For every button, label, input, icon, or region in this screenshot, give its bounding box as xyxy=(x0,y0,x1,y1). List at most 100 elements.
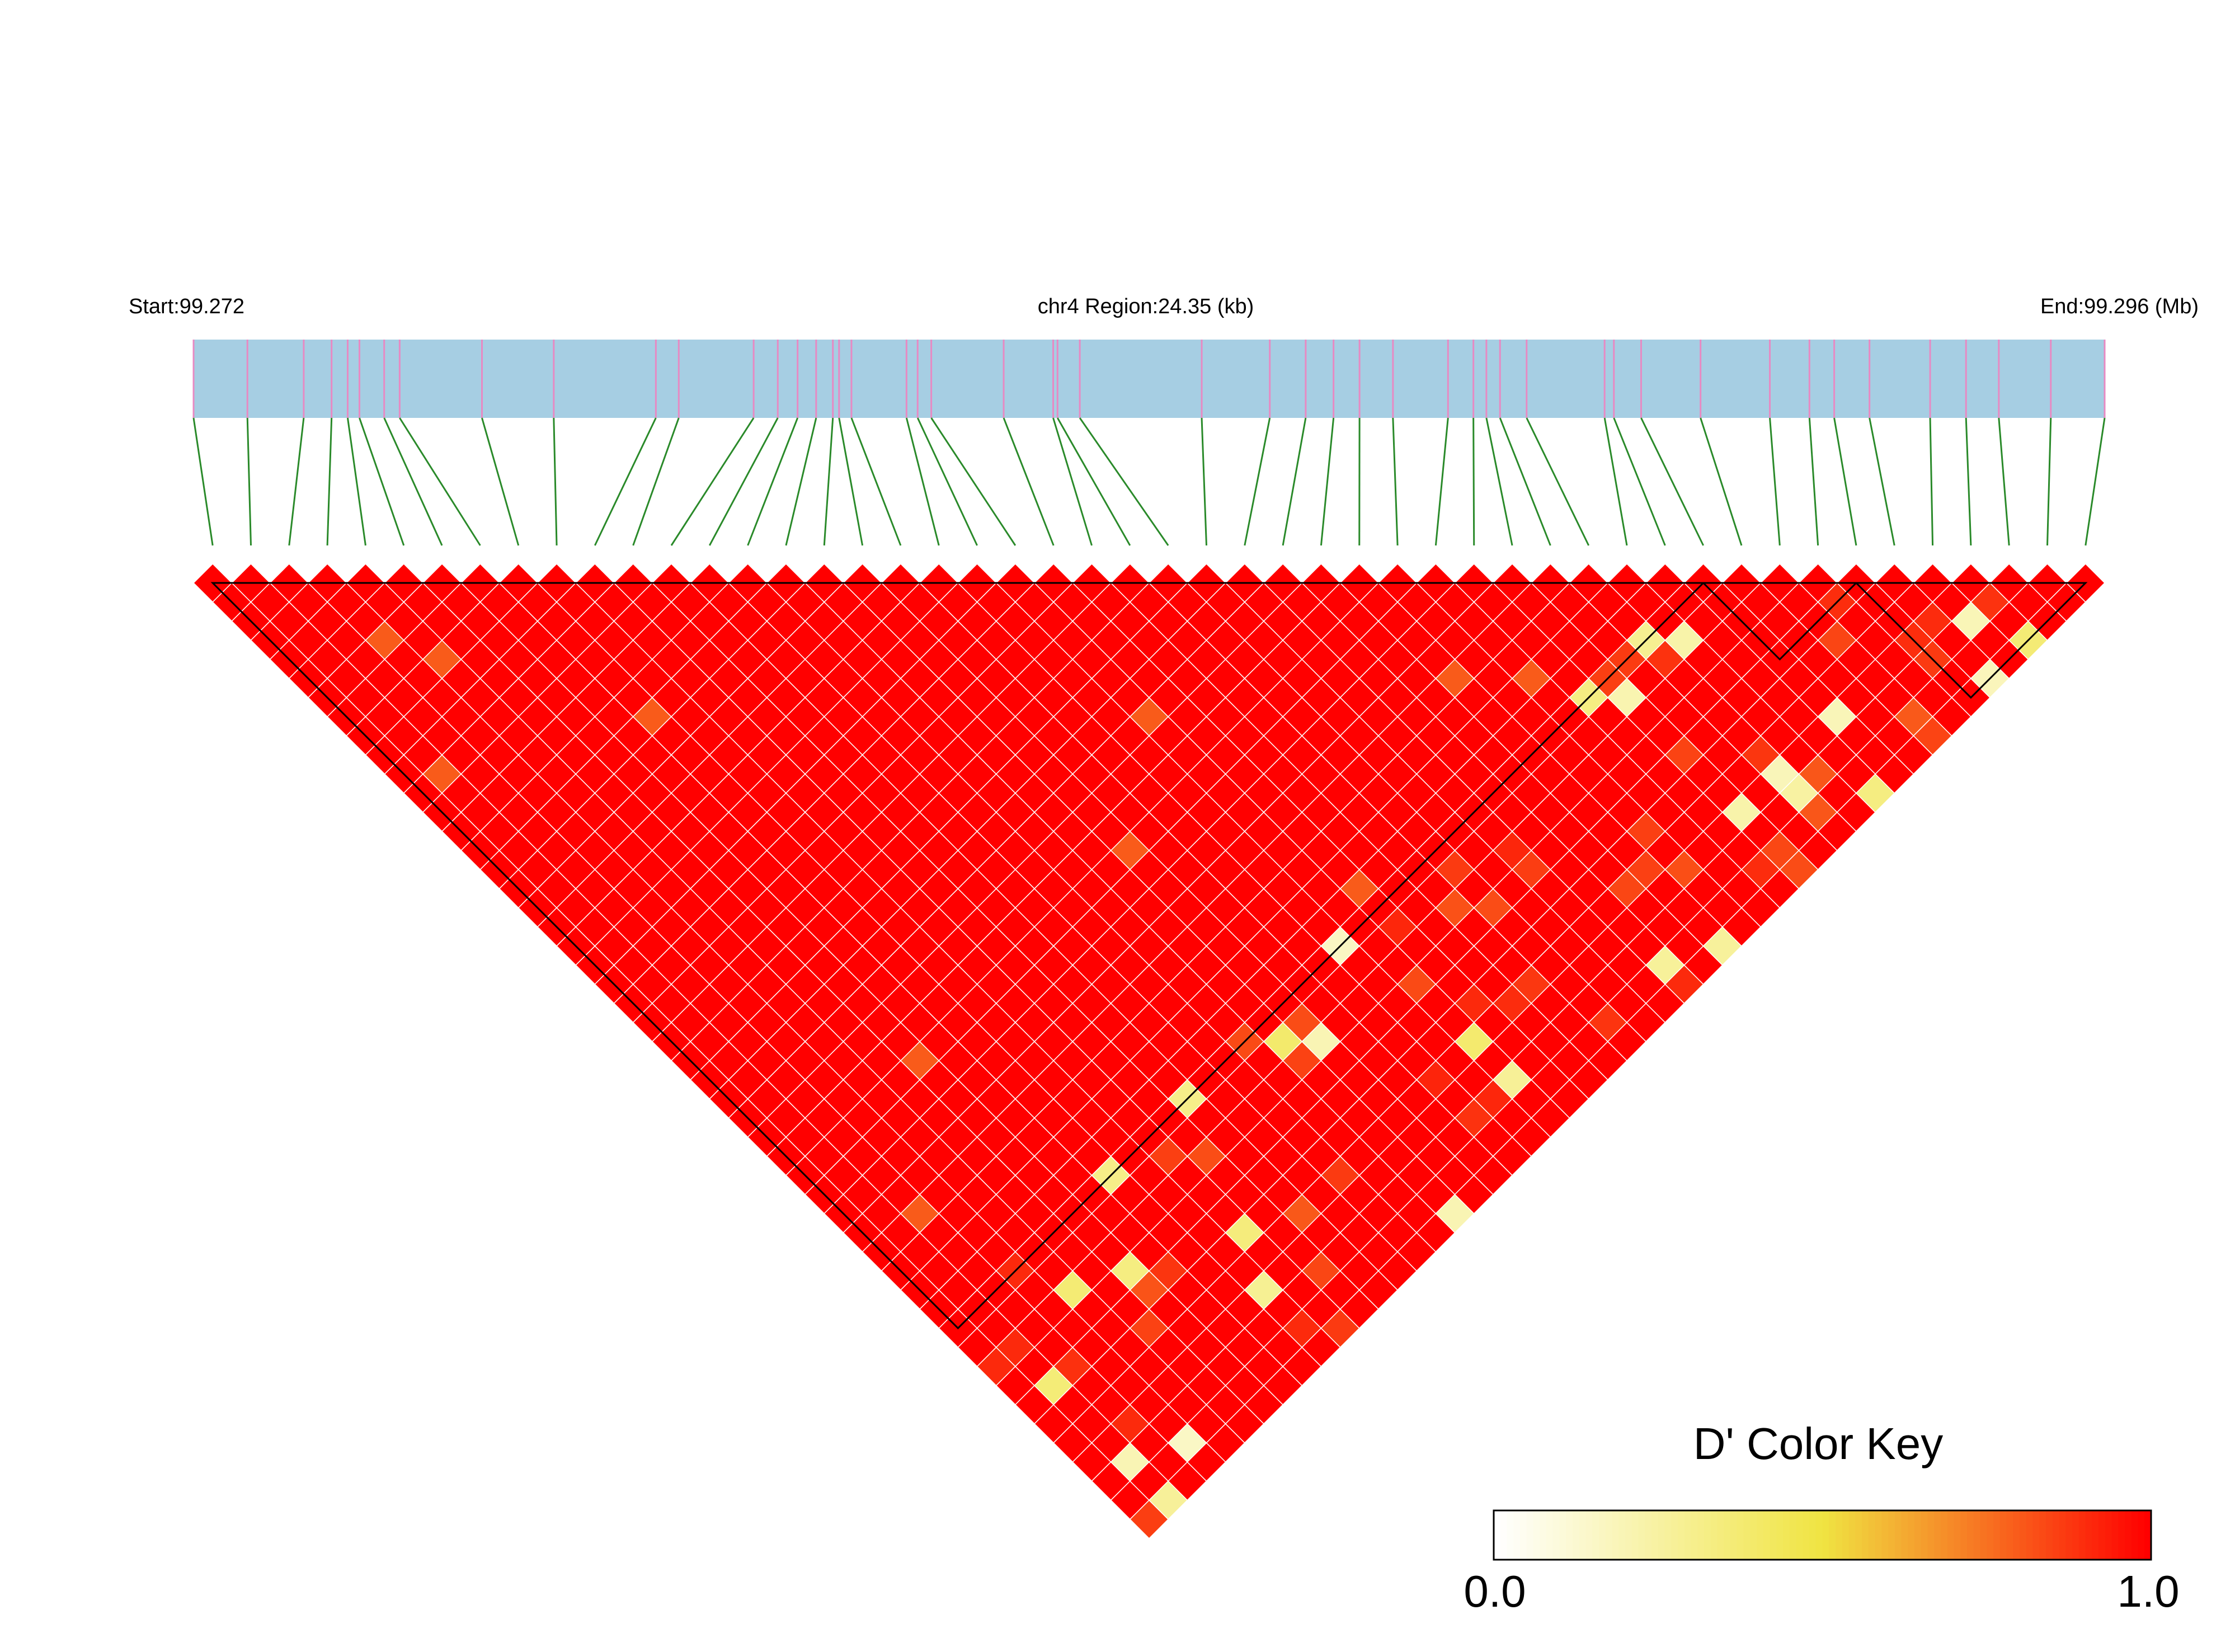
color-key-swatch xyxy=(1710,1510,1718,1560)
snp-connector xyxy=(850,417,902,546)
snp-connector xyxy=(1282,417,1307,546)
snp-connector xyxy=(916,417,978,546)
snp-connector xyxy=(823,417,834,546)
snp-connector xyxy=(1003,417,1055,546)
color-key-swatch xyxy=(1908,1510,1915,1560)
color-key-swatch xyxy=(1507,1510,1514,1560)
color-key-swatch xyxy=(1967,1510,1974,1560)
color-key-swatch xyxy=(1585,1510,1593,1560)
color-key-swatch xyxy=(1546,1510,1554,1560)
snp-connector xyxy=(1965,417,1972,546)
ld-block-outlines xyxy=(210,582,2088,1330)
color-key-swatch xyxy=(1579,1510,1587,1560)
color-key-swatch xyxy=(1730,1510,1738,1560)
color-key-swatch xyxy=(1901,1510,1909,1560)
snp-connector xyxy=(1052,417,1093,546)
chromosome-track xyxy=(194,340,2105,418)
color-key-swatch xyxy=(1836,1510,1843,1560)
color-key-swatch xyxy=(1888,1510,1895,1560)
color-key-swatch xyxy=(1803,1510,1810,1560)
color-key-swatch xyxy=(1494,1510,1501,1560)
color-key-swatch xyxy=(2013,1510,2020,1560)
color-key-swatch xyxy=(1980,1510,1988,1560)
color-key-swatch xyxy=(2085,1510,2093,1560)
snp-connector xyxy=(1808,417,1819,546)
snp-connector xyxy=(1392,417,1399,546)
color-key-swatch xyxy=(1973,1510,1981,1560)
color-key-swatch xyxy=(1848,1510,1856,1560)
snp-connector xyxy=(905,417,940,546)
color-key-swatch xyxy=(1822,1510,1830,1560)
color-key-swatch xyxy=(1704,1510,1711,1560)
color-key-swatch xyxy=(2092,1510,2099,1560)
color-key-swatch xyxy=(2039,1510,2046,1560)
snp-connector xyxy=(246,417,252,546)
snp-connector xyxy=(359,417,405,546)
snp-connector xyxy=(1700,417,1743,546)
color-key-swatch xyxy=(1592,1510,1599,1560)
color-key-swatch xyxy=(1842,1510,1850,1560)
color-key-swatch xyxy=(1658,1510,1665,1560)
snp-connector xyxy=(594,417,657,546)
color-key-swatch xyxy=(2026,1510,2034,1560)
snp-connector xyxy=(288,417,305,546)
snp-connector xyxy=(670,417,755,546)
color-key-swatch xyxy=(1954,1510,1961,1560)
color-key-swatch xyxy=(1750,1510,1757,1560)
color-key-swatch xyxy=(1894,1510,1902,1560)
color-key-swatch xyxy=(1829,1510,1836,1560)
color-key-swatch xyxy=(1724,1510,1731,1560)
ld-heatmap xyxy=(192,563,2106,1540)
color-key-swatch xyxy=(1664,1510,1672,1560)
color-key-swatch xyxy=(1612,1510,1620,1560)
color-key-swatch xyxy=(1737,1510,1744,1560)
color-key-swatch xyxy=(2105,1510,2112,1560)
color-key-min-label: 0.0 xyxy=(1464,1566,1526,1616)
snp-connector xyxy=(1929,417,1934,546)
snp-connector xyxy=(553,417,558,546)
color-key-swatch xyxy=(1540,1510,1547,1560)
color-key-swatch xyxy=(1763,1510,1771,1560)
snp-connector xyxy=(2085,417,2106,546)
color-key-swatch xyxy=(1526,1510,1534,1560)
color-key-swatch xyxy=(1533,1510,1541,1560)
snp-connector xyxy=(1079,417,1169,546)
color-key-swatch xyxy=(1914,1510,1922,1560)
color-key-swatch xyxy=(1605,1510,1613,1560)
color-key-swatch xyxy=(2006,1510,2014,1560)
snp-connector xyxy=(632,417,680,546)
snp-connector xyxy=(747,417,799,546)
color-key-swatch xyxy=(1776,1510,1784,1560)
snp-connector xyxy=(2046,417,2052,546)
color-key-swatch xyxy=(1947,1510,1955,1560)
color-key-swatch xyxy=(1927,1510,1935,1560)
ld-block-outline xyxy=(210,582,1706,1330)
color-key-swatch xyxy=(1573,1510,1580,1560)
color-key-swatch xyxy=(1881,1510,1889,1560)
color-key-swatch xyxy=(2072,1510,2079,1560)
color-key: D' Color Key 0.0 1.0 xyxy=(1464,1419,2179,1616)
color-key-swatch xyxy=(1599,1510,1606,1560)
color-key-swatch xyxy=(1921,1510,1928,1560)
snp-connector xyxy=(785,417,817,546)
color-key-swatch xyxy=(2138,1510,2145,1560)
color-key-swatch xyxy=(1500,1510,1508,1560)
color-key-swatch xyxy=(1552,1510,1560,1560)
snp-connector xyxy=(383,417,443,546)
color-key-swatch xyxy=(2065,1510,2073,1560)
snp-connector xyxy=(399,417,481,546)
snp-connector xyxy=(1833,417,1857,546)
color-key-swatch xyxy=(2125,1510,2132,1560)
color-key-swatch xyxy=(1855,1510,1862,1560)
color-key-swatch xyxy=(1789,1510,1797,1560)
color-key-swatch xyxy=(1941,1510,1948,1560)
color-key-swatch xyxy=(2052,1510,2060,1560)
snp-connector xyxy=(1056,417,1131,546)
color-key-swatch xyxy=(1638,1510,1646,1560)
color-key-swatch xyxy=(1625,1510,1632,1560)
color-key-swatch xyxy=(1934,1510,1941,1560)
color-key-swatch xyxy=(1868,1510,1876,1560)
snp-connector xyxy=(708,417,779,546)
snp-tick-group xyxy=(192,340,2106,418)
